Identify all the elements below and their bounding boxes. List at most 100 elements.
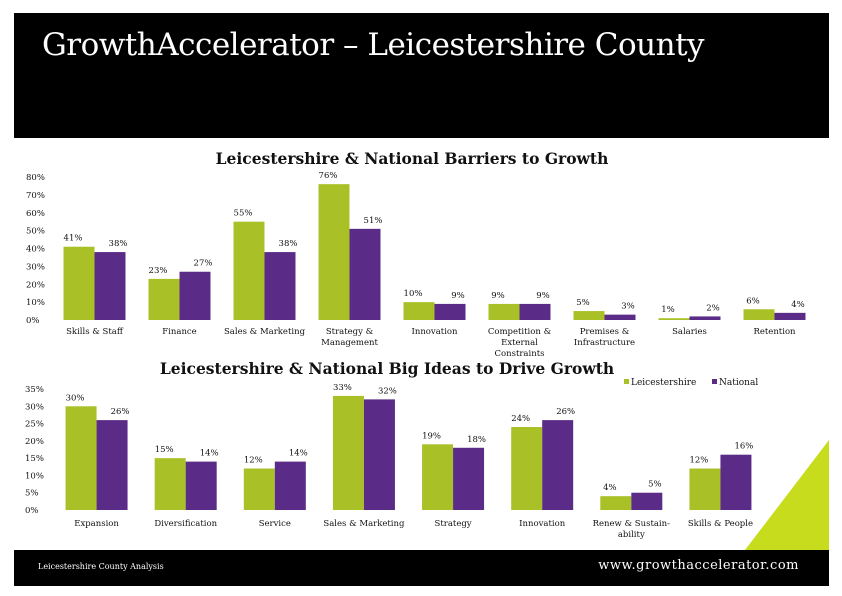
bar-national [264, 252, 296, 320]
bar-national [604, 314, 636, 320]
data-label: 9% [536, 291, 550, 301]
y-tick-label: 15% [25, 454, 44, 464]
data-label: 76% [319, 171, 338, 181]
bar-national [689, 316, 721, 320]
y-tick-label: 30% [25, 402, 44, 412]
bar-leicestershire [600, 496, 632, 510]
category-label: Innovation [519, 519, 566, 529]
y-tick-label: 10% [25, 471, 44, 481]
data-label: 1% [661, 305, 675, 315]
category-label: Innovation [411, 327, 458, 337]
data-label: 26% [556, 407, 575, 417]
bar-leicestershire [573, 311, 605, 320]
bar-national [185, 461, 217, 510]
category-label: Sales & Marketing [323, 519, 405, 529]
bar-national [179, 271, 211, 320]
bar-national [94, 252, 126, 320]
category-label: Skills & Staff [66, 327, 124, 337]
data-label: 33% [333, 383, 352, 393]
category-label: Strategy & Management [321, 327, 378, 348]
bar-national [349, 228, 381, 320]
y-tick-label: 70% [26, 191, 45, 201]
bar-leicestershire [689, 468, 721, 510]
y-tick-label: 5% [25, 489, 39, 499]
bar-leicestershire [403, 302, 435, 320]
data-label: 38% [109, 239, 128, 249]
legend-label: National [719, 378, 758, 388]
bar-leicestershire [511, 427, 543, 510]
data-label: 4% [603, 483, 617, 493]
bar-national [542, 420, 574, 510]
legend-swatch [624, 379, 629, 384]
category-label: Renew & Sustain-ability [593, 519, 671, 540]
category-label: Retention [753, 327, 796, 337]
data-label: 9% [491, 291, 505, 301]
footer-bar: Leicestershire County Analysis www.growt… [14, 550, 829, 586]
data-label: 6% [746, 296, 760, 306]
bar-leicestershire [63, 246, 95, 320]
data-label: 38% [279, 239, 298, 249]
bar-leicestershire [332, 395, 364, 510]
y-tick-label: 60% [26, 209, 45, 219]
bar-national [434, 303, 466, 320]
data-label: 3% [621, 302, 635, 312]
data-label: 5% [576, 298, 590, 308]
data-label: 26% [111, 407, 130, 417]
chart-title: Leicestershire & National Big Ideas to D… [160, 359, 614, 378]
data-label: 23% [149, 266, 168, 276]
data-label: 16% [734, 442, 753, 452]
y-tick-label: 0% [25, 506, 39, 516]
data-label: 12% [689, 456, 708, 466]
y-tick-label: 10% [26, 298, 45, 308]
category-label: Premises & Infrastructure [574, 327, 635, 348]
data-label: 19% [422, 431, 441, 441]
category-label: Service [259, 519, 291, 529]
category-label: Competition & External Constraints [488, 327, 552, 359]
bar-leicestershire [488, 303, 520, 320]
data-label: 41% [64, 234, 83, 244]
category-label: Strategy [435, 519, 472, 529]
bar-leicestershire [743, 309, 775, 320]
y-tick-label: 35% [25, 385, 44, 395]
data-label: 4% [791, 300, 805, 310]
data-label: 55% [234, 209, 253, 219]
category-label: Expansion [74, 519, 119, 529]
category-label: Salaries [672, 327, 707, 337]
bar-leicestershire [233, 221, 265, 320]
category-label: Sales & Marketing [224, 327, 306, 337]
bar-leicestershire [318, 184, 350, 320]
y-tick-label: 20% [26, 280, 45, 290]
bar-leicestershire [65, 406, 97, 510]
page-title: GrowthAccelerator – Leicestershire Count… [42, 27, 705, 63]
category-label: Finance [162, 327, 196, 337]
bar-leicestershire [148, 278, 180, 320]
y-tick-label: 0% [26, 316, 40, 326]
data-label: 24% [511, 414, 530, 424]
data-label: 15% [155, 445, 174, 455]
bar-national [96, 420, 128, 510]
data-label: 27% [194, 259, 213, 269]
bar-leicestershire [422, 444, 454, 510]
chart-title: Leicestershire & National Barriers to Gr… [216, 149, 609, 168]
bar-national [363, 399, 395, 510]
y-tick-label: 20% [25, 437, 44, 447]
data-label: 5% [648, 480, 662, 490]
data-label: 32% [378, 386, 397, 396]
bar-leicestershire [658, 318, 690, 320]
footer-caption: Leicestershire County Analysis [38, 562, 164, 571]
category-label: Diversification [154, 519, 217, 529]
data-label: 12% [244, 456, 263, 466]
bar-national [631, 492, 663, 510]
y-tick-label: 40% [26, 245, 45, 255]
legend-swatch [712, 379, 717, 384]
bar-national [774, 312, 806, 320]
y-tick-label: 30% [26, 262, 45, 272]
data-label: 9% [451, 291, 465, 301]
bar-leicestershire [243, 468, 275, 510]
data-label: 14% [289, 449, 308, 459]
data-label: 2% [706, 303, 720, 313]
y-tick-label: 50% [26, 227, 45, 237]
bar-leicestershire [154, 458, 186, 510]
